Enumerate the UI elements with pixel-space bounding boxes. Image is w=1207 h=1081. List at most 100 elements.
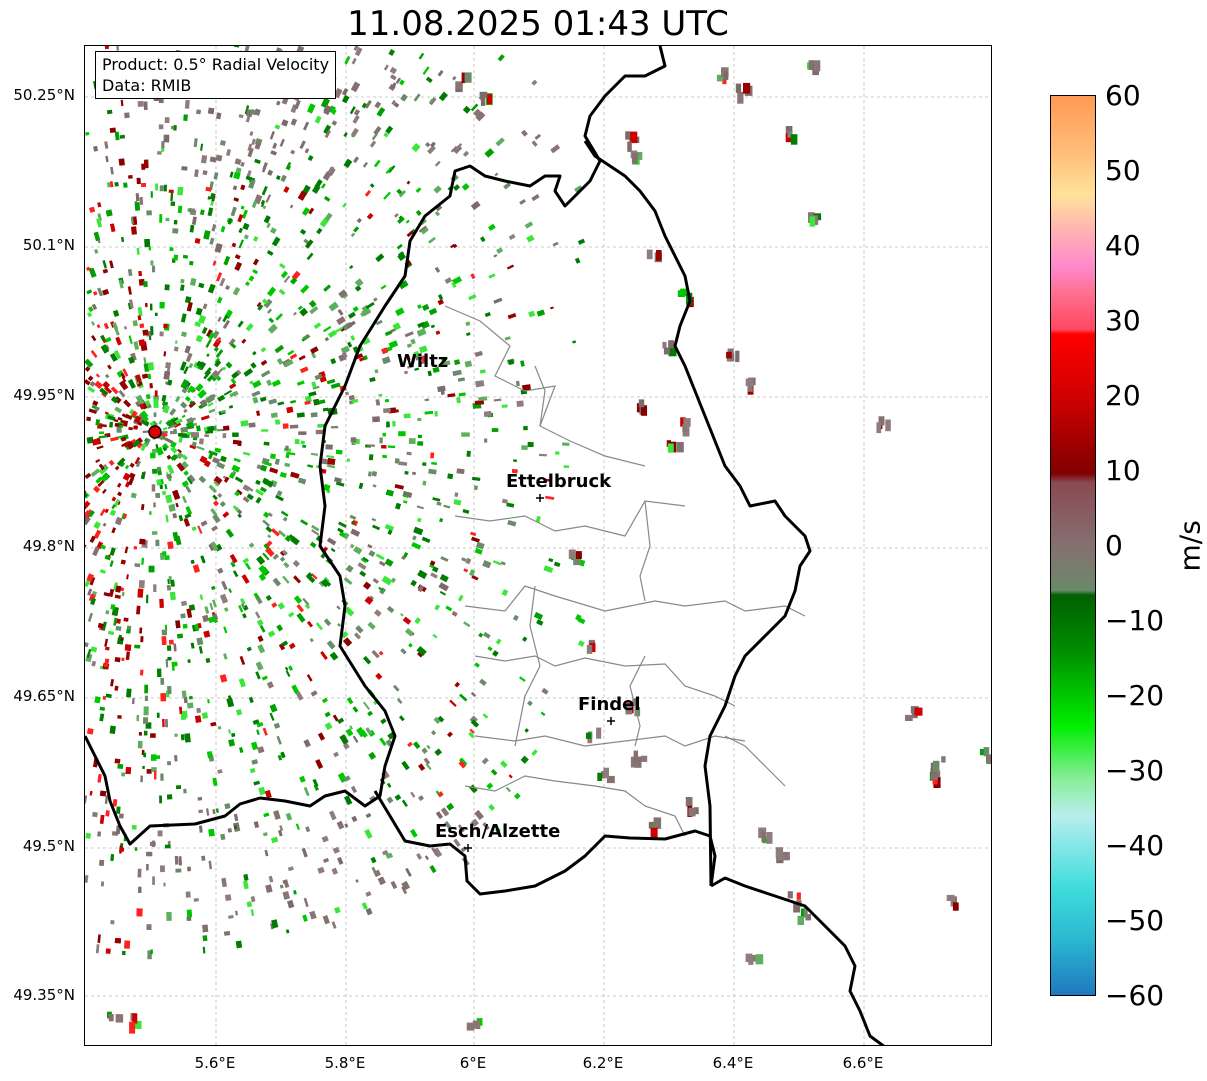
radar-echo-gate	[161, 430, 168, 434]
radar-echo-gate	[279, 556, 286, 562]
radar-echo-gate	[261, 186, 268, 196]
radar-echo-gate	[440, 807, 450, 817]
radar-echo-gate	[136, 177, 141, 185]
radar-echo-gate	[501, 589, 509, 597]
radar-echo-gate	[487, 646, 493, 652]
radar-echo-gate	[277, 529, 287, 538]
radar-echo-gate	[104, 46, 109, 50]
radar-echo-gate	[398, 251, 405, 257]
radar-echo-gate	[379, 587, 387, 595]
radar-echo-gate	[267, 286, 277, 297]
radar-echo-gate	[101, 424, 107, 428]
radar-echo-gate	[98, 465, 108, 475]
radar-echo-gate	[134, 644, 141, 649]
radar-echo-gate	[99, 387, 109, 396]
radar-echo-gate	[941, 756, 946, 763]
radar-echo-gate	[86, 436, 94, 444]
radar-echo-gate	[302, 597, 310, 606]
radar-echo-gate	[466, 450, 471, 457]
radar-echo-gate	[385, 125, 394, 135]
radar-echo-gate	[143, 706, 149, 716]
radar-echo-gate	[285, 812, 293, 821]
radar-echo-gate	[413, 93, 421, 102]
radar-echo-gate	[346, 697, 354, 705]
radar-echo-gate	[344, 606, 355, 617]
lat-label: 50.1°N	[22, 236, 75, 254]
radar-echo-gate	[495, 137, 505, 147]
city-markers	[464, 494, 615, 852]
radar-echo-gate	[237, 213, 244, 223]
radar-echo-gate	[391, 82, 397, 89]
radar-echo-gate	[471, 575, 479, 581]
radar-echo-gate	[161, 443, 170, 451]
radar-echo-gate	[242, 496, 250, 503]
radar-map[interactable]	[84, 45, 992, 1046]
radar-echo-gate	[86, 727, 94, 735]
radar-echo-gate	[315, 429, 324, 435]
radar-echo-gate	[272, 577, 281, 587]
radar-echo-gate	[373, 125, 382, 136]
radar-echo-gate	[297, 190, 307, 201]
radar-echo-gate	[151, 484, 156, 492]
radar-echo-gate	[214, 357, 221, 364]
radar-echo-gate	[416, 853, 423, 860]
radar-echo-gate	[208, 408, 216, 414]
radar-echo-gate	[235, 910, 238, 916]
radar-echo-gate	[91, 660, 96, 667]
radar-echo-gate	[125, 651, 130, 661]
lat-label: 49.95°N	[13, 386, 75, 404]
radar-echo-gate	[404, 470, 409, 475]
radar-echo-gate	[315, 622, 323, 631]
radar-echo-gate	[362, 161, 368, 168]
radar-echo-gate	[463, 150, 469, 157]
radar-echo-gate	[245, 281, 250, 287]
radar-echo-gate	[191, 526, 197, 532]
radar-echo-gate	[199, 399, 208, 407]
radar-echo-gate	[185, 485, 192, 494]
radar-echo-gate	[85, 641, 89, 648]
radar-echo-gate	[136, 442, 144, 449]
radar-echo-gate	[250, 362, 257, 369]
radar-echo-gate	[86, 416, 92, 422]
radar-echo-gate	[128, 356, 135, 364]
radar-echo-gate	[90, 646, 98, 653]
radar-echo-gate	[98, 463, 105, 471]
radar-echo-gate	[242, 222, 250, 231]
radar-echo-gate	[134, 1020, 142, 1029]
radar-echo-gate	[224, 803, 231, 810]
radar-echo-gate	[232, 470, 237, 475]
radar-echo-gate	[349, 264, 354, 270]
radar-echo-gate	[425, 76, 433, 83]
radar-echo-gate	[104, 508, 109, 514]
radar-echo-gate	[367, 471, 372, 477]
radar-echo-gate	[286, 406, 294, 414]
product-label: Product: 0.5° Radial Velocity	[102, 55, 330, 74]
radar-echo-gate	[162, 426, 168, 431]
radar-echo-gate	[282, 423, 289, 429]
radar-echo-gate	[451, 610, 458, 617]
radar-echo-gate	[361, 902, 368, 910]
radar-echo-gate	[138, 403, 145, 410]
radar-echo-gate	[220, 409, 226, 414]
radar-echo-gate	[174, 395, 181, 403]
radar-echo-gate	[455, 81, 462, 89]
radar-echo-gate	[88, 267, 97, 278]
radar-echo-gate	[110, 436, 119, 442]
radar-echo-gate	[264, 849, 269, 857]
radar-echo-gate	[230, 561, 236, 568]
radar-echo-gate	[426, 744, 431, 750]
radar-echo-gate	[229, 554, 238, 564]
radar-echo-gate	[133, 341, 140, 350]
radar-echo-gate	[676, 442, 684, 453]
radar-echo-gate	[419, 225, 429, 235]
radar-echo-gate	[463, 621, 471, 628]
radar-echo-gate	[493, 560, 502, 566]
radar-echo-gate	[531, 749, 538, 756]
radar-echo-gate	[233, 171, 241, 180]
radar-echo-gate	[119, 134, 126, 139]
radar-echo-gate	[304, 148, 310, 154]
radar-echo-gate	[338, 289, 348, 299]
radar-echo-gate	[172, 489, 181, 500]
radar-echo-gate	[244, 105, 250, 115]
radar-echo-gate	[437, 385, 446, 393]
